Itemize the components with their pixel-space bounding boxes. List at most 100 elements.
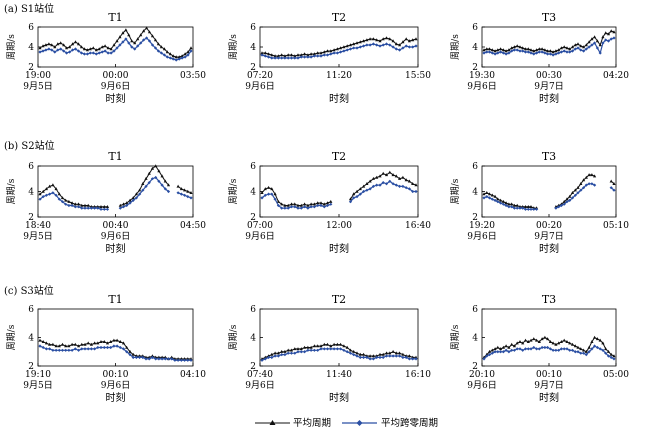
y-tick-label: 4 [28,188,34,198]
x-tick-date: 9月6日 [245,231,274,242]
y-axis-label: 周期/s [228,324,239,350]
legend-label-avg-period: 平均周期 [293,417,331,429]
y-tick-label: 4 [472,334,478,344]
series-avg-zero-crossing [482,344,616,361]
x-tick-date: 9月6日 [467,81,496,92]
x-tick-label: 00:10 [103,370,129,380]
panel-title: T1 [108,11,122,24]
panel-title: T2 [332,11,346,24]
x-tick-label: 16:40 [405,221,431,231]
panel-title: T2 [332,293,346,306]
y-tick-label: 4 [472,43,478,53]
series-avg-zero-crossing [260,42,418,60]
series-avg-zero-crossing [482,36,616,57]
y-tick-label: 6 [28,162,34,172]
panel-title: T3 [542,293,556,306]
row-label-s2: (b) S2站位 [4,139,55,152]
series-line-avg-zero-crossing [555,183,595,209]
series-line-avg-zero-crossing [39,192,108,210]
x-tick-label: 07:00 [247,221,273,231]
series-line-avg-period [39,339,191,360]
y-axis-label: 周期/s [6,178,17,204]
y-axis-label: 周期/s [228,178,239,204]
x-tick-label: 00:00 [103,71,129,81]
legend: 平均周期 平均跨零周期 [255,417,438,429]
y-axis-label: 周期/s [450,324,461,350]
series-avg-period [260,342,418,361]
y-tick-label: 4 [28,334,34,344]
legend-marker-diamond [356,420,363,426]
series-line-avg-zero-crossing [350,180,416,203]
y-tick-label: 2 [250,213,256,223]
x-tick-date: 9月5日 [23,380,52,391]
plot-frame [259,165,419,218]
series-line-avg-period [39,184,108,208]
legend-marker-triangle [269,420,276,425]
x-tick-date: 9月6日 [245,380,274,391]
series-line-avg-zero-crossing [261,193,332,209]
y-tick-label: 2 [250,362,256,372]
series-line-avg-period [262,37,417,57]
series-line-avg-zero-crossing [261,348,416,361]
x-tick-label: 19:20 [469,221,495,231]
x-tick-label: 00:10 [536,370,562,380]
y-tick-label: 4 [250,188,256,198]
plot-frame [481,165,617,218]
series-line-avg-period [261,187,331,207]
series-line-avg-period [483,336,615,358]
series-line-avg-period [261,344,416,360]
series-line-avg-zero-crossing [120,176,169,209]
y-tick-label: 2 [472,63,478,73]
y-tick-label: 2 [250,63,256,73]
legend-item-avg-period: 平均周期 [255,417,331,429]
series-line-avg-zero-crossing [483,37,615,56]
x-axis-label: 时刻 [539,92,559,105]
y-tick-label: 4 [472,188,478,198]
x-axis-label: 时刻 [106,242,126,255]
y-tick-label: 6 [250,23,256,33]
y-tick-label: 2 [28,362,34,372]
plot-frame [37,26,194,68]
plot-frame [481,308,617,367]
series-avg-period [260,36,418,58]
legend-item-avg-zero-crossing: 平均跨零周期 [342,417,438,429]
x-tick-label: 19:00 [25,71,51,81]
x-tick-label: 07:40 [247,370,273,380]
legend-label-avg-zero-crossing: 平均跨零周期 [381,417,438,429]
series-line-avg-period [483,192,537,209]
y-tick-label: 4 [250,43,256,53]
x-tick-date: 9月5日 [23,81,52,92]
x-axis-label: 时刻 [539,242,559,255]
series-line-avg-zero-crossing [483,195,537,210]
x-tick-date: 9月6日 [467,380,496,391]
x-tick-label: 03:50 [180,71,206,81]
x-tick-label: 20:10 [469,370,495,380]
y-tick-label: 2 [28,63,34,73]
x-tick-label: 07:20 [247,71,273,81]
x-tick-date: 9月7日 [534,231,563,242]
series-line-avg-zero-crossing [177,192,192,199]
y-axis-label: 周期/s [228,34,239,60]
y-tick-label: 6 [250,305,256,315]
y-tick-label: 2 [472,362,478,372]
series-line-avg-period [350,171,417,200]
series-avg-period [260,170,418,207]
y-tick-label: 6 [28,305,34,315]
x-axis-label: 时刻 [329,92,349,105]
series-avg-zero-crossing [482,182,616,211]
x-tick-label: 15:50 [405,71,431,81]
x-axis-label: 时刻 [539,391,559,404]
x-tick-label: 19:10 [25,370,51,380]
row-label-s3: (c) S3站位 [4,284,54,297]
panel-title: T1 [108,150,122,163]
x-tick-label: 19:30 [469,71,495,81]
series-line-avg-period [39,27,192,58]
x-tick-label: 05:00 [603,370,629,380]
plot-frame [37,308,194,367]
x-axis-label: 时刻 [106,391,126,404]
y-tick-label: 4 [250,334,256,344]
